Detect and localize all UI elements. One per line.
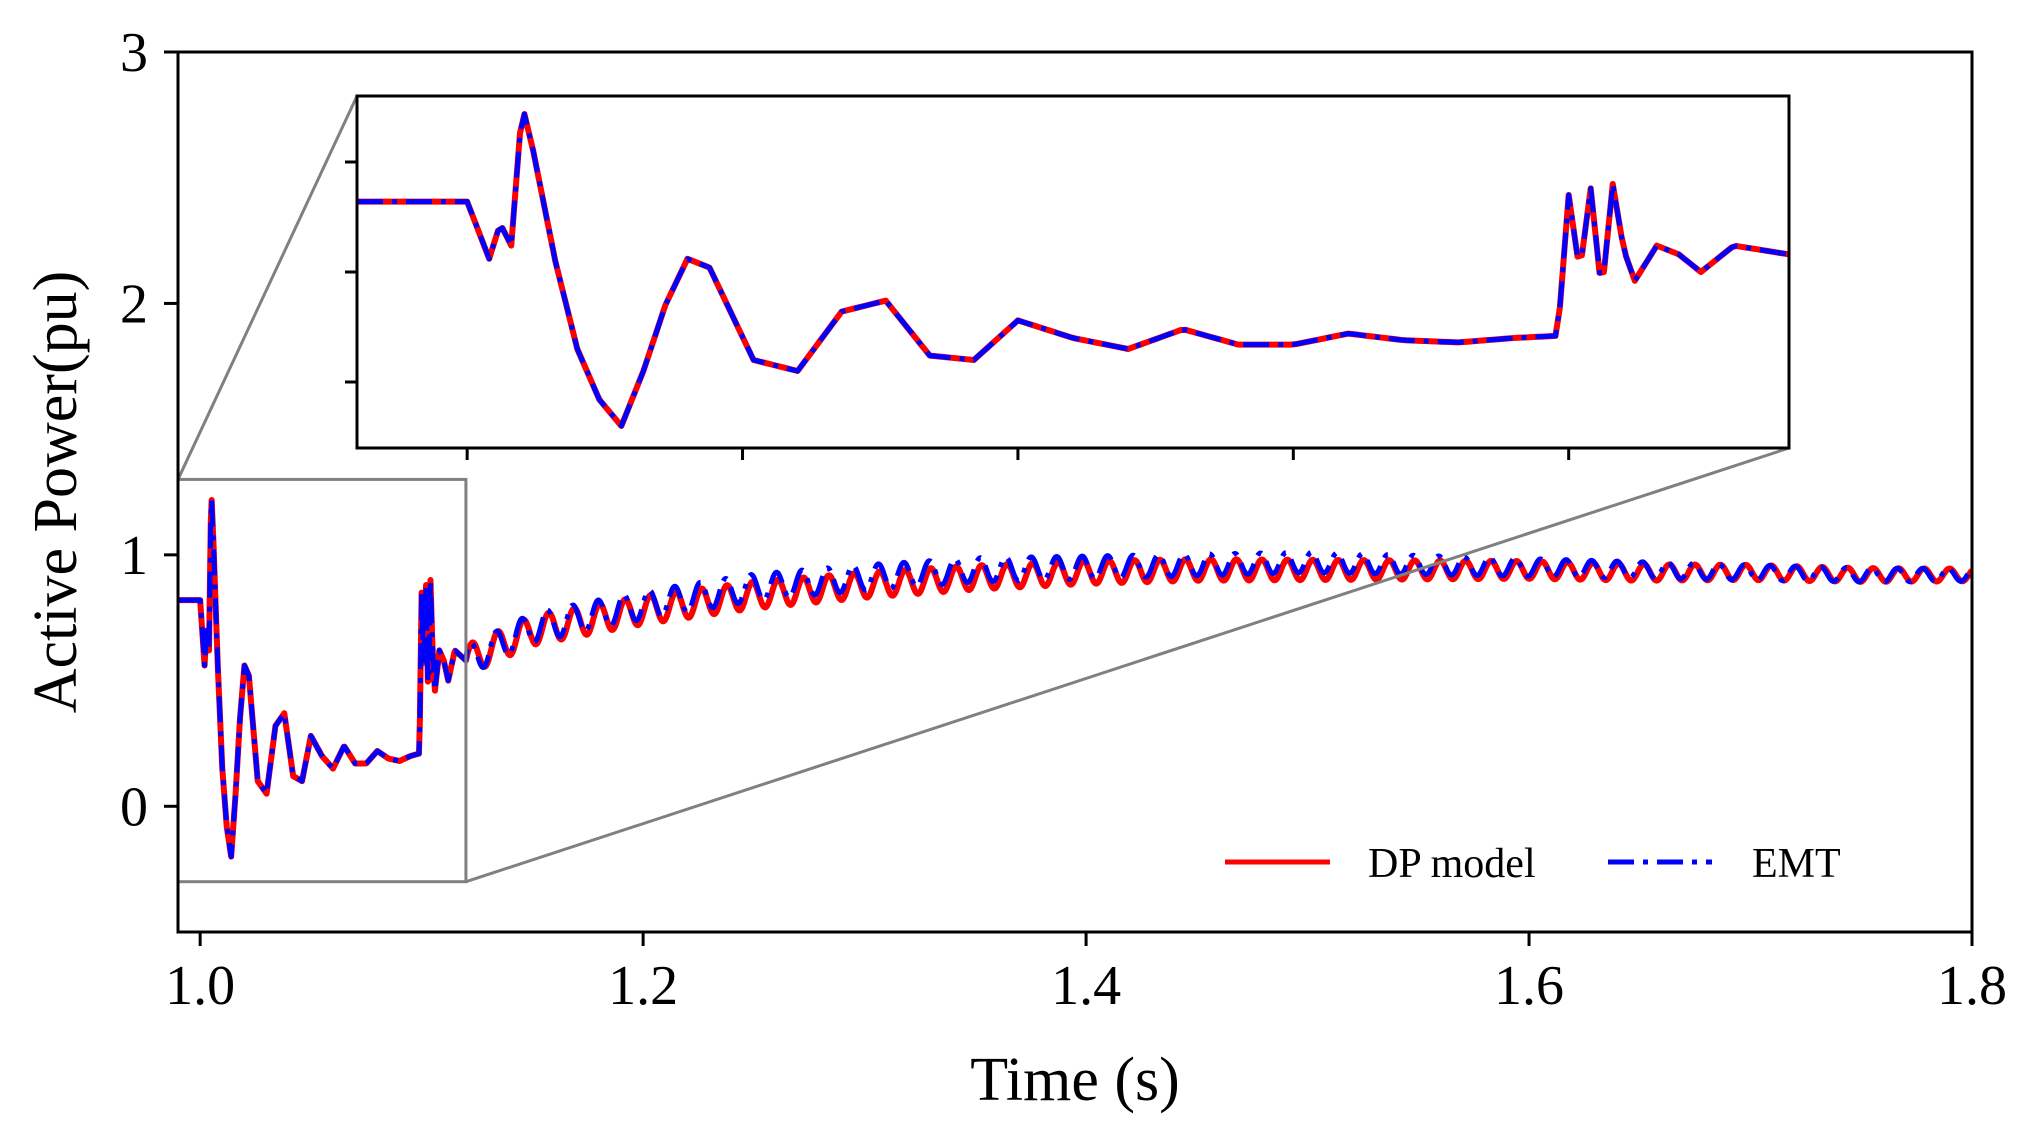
inset-background [357, 96, 1789, 448]
y-tick-label: 2 [120, 273, 148, 335]
x-tick-label: 1.8 [1937, 955, 2007, 1017]
inset-plot-lines [357, 111, 1789, 429]
x-tick-label: 1.4 [1051, 955, 1121, 1017]
x-axis-ticks: 1.0 1.2 1.4 1.6 1.8 [165, 932, 2007, 1017]
plot-frame [176, 50, 1974, 934]
x-axis-label: Time (s) [970, 1046, 1180, 1114]
y-axis-ticks: 0 1 2 3 [120, 22, 178, 838]
inset-ticks [345, 160, 1571, 460]
main-plot-lines [178, 497, 1972, 860]
legend-label-emt: EMT [1752, 841, 1841, 887]
zoom-connector-lower [465, 446, 1790, 884]
y-axis-label: Active Power(pu) [22, 271, 90, 713]
zoom-connector-upper [176, 95, 359, 481]
y-tick-label: 1 [120, 525, 148, 587]
inset-panel [345, 94, 1791, 460]
series-line-emt [178, 497, 1972, 860]
y-tick-label: 3 [120, 22, 148, 84]
y-tick-label: 0 [120, 776, 148, 838]
x-tick-label: 1.6 [1494, 955, 1564, 1017]
x-tick-label: 1.0 [165, 955, 235, 1017]
legend: DP model EMT [1225, 841, 1841, 887]
x-tick-label: 1.2 [608, 955, 678, 1017]
legend-label-dp-model: DP model [1368, 841, 1536, 887]
inset-series-line-emt [357, 111, 1789, 429]
